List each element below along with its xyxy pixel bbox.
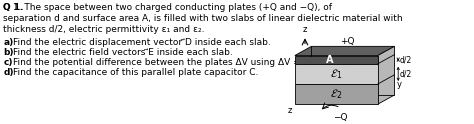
Text: a): a) (3, 38, 13, 47)
Text: −Q: −Q (333, 113, 348, 122)
Bar (295, 56, 378, 64)
Text: Find the capacitance of this parallel plate capacitor C.: Find the capacitance of this parallel pl… (13, 68, 259, 77)
Text: b): b) (3, 48, 14, 57)
Text: separation d and surface area A, is filled with two slabs of linear dielectric m: separation d and surface area A, is fill… (3, 14, 403, 23)
Bar (295, 64, 378, 84)
Text: $\mathcal{E}_1$: $\mathcal{E}_1$ (330, 67, 343, 81)
Polygon shape (295, 46, 394, 56)
Polygon shape (378, 46, 394, 104)
Text: z: z (288, 106, 292, 115)
Text: Q 1. The space between two charged conducting plates (+Q and −Q), of: Q 1. The space between two charged condu… (3, 3, 332, 12)
Text: d/2: d/2 (400, 69, 412, 78)
Text: Find the potential difference between the plates ΔV using ΔV = − ∫ ⃗E . d⃗s.: Find the potential difference between th… (13, 58, 349, 67)
Text: Find the electric field vectors ⃗E inside each slab.: Find the electric field vectors ⃗E insid… (13, 48, 233, 57)
Text: c): c) (3, 58, 13, 67)
Text: y: y (396, 80, 401, 89)
Text: $\mathcal{E}_2$: $\mathcal{E}_2$ (330, 87, 343, 101)
Text: thickness d/2, electric permittivity ε₁ and ε₂.: thickness d/2, electric permittivity ε₁ … (3, 25, 205, 34)
Text: Find the electric displacement vector ⃗D inside each slab.: Find the electric displacement vector ⃗D… (13, 38, 271, 47)
Text: +Q: +Q (339, 37, 354, 46)
Bar (295, 84, 378, 104)
Text: A: A (326, 55, 334, 65)
Text: Q 1.: Q 1. (3, 3, 24, 12)
Text: z: z (303, 25, 307, 34)
Text: d/2: d/2 (400, 55, 412, 64)
Text: d): d) (3, 68, 14, 77)
